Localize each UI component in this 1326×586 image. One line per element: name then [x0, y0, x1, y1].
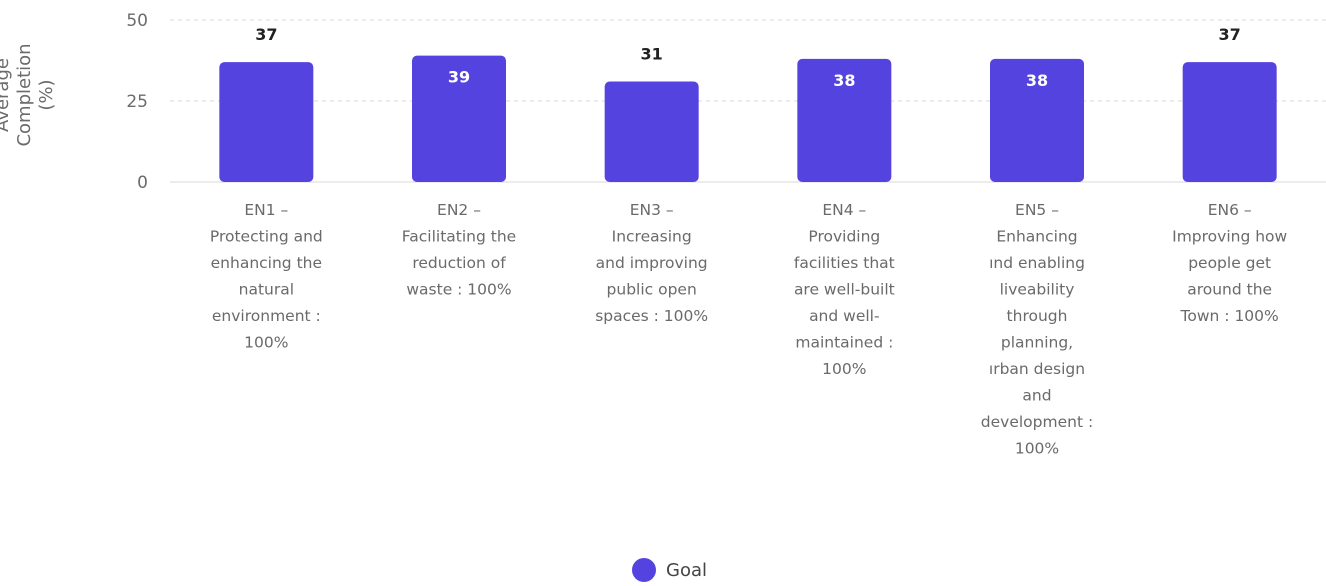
- x-tick-label-line: ırban design: [989, 360, 1085, 378]
- x-tick-label-line: public open: [607, 281, 697, 299]
- bar[interactable]: [412, 55, 506, 182]
- x-tick-label-line: Enhancing: [996, 228, 1077, 246]
- x-tick-label-line: EN3 –: [630, 201, 674, 219]
- y-tick-label: 0: [137, 173, 148, 193]
- data-label: 37: [255, 25, 277, 44]
- x-tick-label-line: are well-built: [794, 281, 895, 299]
- legend[interactable]: Goal: [632, 558, 707, 582]
- legend-goal-marker: [632, 558, 656, 582]
- x-tick-label-line: through: [1007, 307, 1068, 325]
- data-label: 31: [641, 45, 663, 64]
- x-tick-label-line: Improving how: [1172, 228, 1287, 246]
- x-tick-label-line: EN2 –: [437, 201, 481, 219]
- x-tick-label-line: ınd enabling: [989, 254, 1085, 272]
- x-tick-label-line: planning,: [1001, 334, 1073, 352]
- y-axis-label: Average Completion (%): [0, 43, 57, 146]
- grid: [170, 19, 1326, 183]
- x-tick-label-line: waste : 100%: [406, 281, 511, 299]
- data-label: 38: [1026, 71, 1048, 90]
- x-tick-label-line: 100%: [244, 334, 288, 352]
- bar[interactable]: [604, 81, 699, 182]
- bar[interactable]: [990, 58, 1084, 182]
- y-axis-ticks: 0 25 50: [126, 11, 148, 193]
- x-tick-label-line: Increasing: [612, 228, 692, 246]
- x-tick-label-line: liveability: [1000, 281, 1075, 299]
- x-axis-labels: EN1 – Protecting and enhancing the natural e…: [210, 201, 1288, 458]
- x-tick-label-line: natural: [239, 281, 294, 299]
- bar[interactable]: [797, 58, 892, 182]
- data-label: 39: [448, 68, 470, 87]
- bar[interactable]: [219, 62, 314, 183]
- y-tick-label: 25: [126, 92, 148, 112]
- y-axis-label-line: (%): [36, 79, 57, 110]
- data-label: 38: [833, 71, 855, 90]
- x-tick-label-line: EN1 –: [244, 201, 288, 219]
- x-tick-label-line: spaces : 100%: [595, 307, 708, 325]
- x-tick-label-line: development :: [981, 413, 1093, 431]
- data-label: 37: [1219, 25, 1241, 44]
- y-tick-label: 50: [126, 11, 148, 31]
- x-tick-label-line: and well-: [809, 307, 880, 325]
- x-tick-label-line: Protecting and: [210, 228, 323, 246]
- x-tick-label-line: maintained :: [795, 334, 893, 352]
- x-tick-label-line: Facilitating the: [402, 228, 516, 246]
- y-axis-label-line: Completion: [14, 43, 35, 146]
- x-tick-label-line: facilities that: [794, 254, 895, 272]
- x-tick-label-line: and: [1022, 387, 1051, 405]
- x-tick-label-line: EN4 –: [822, 201, 866, 219]
- x-tick-label-line: EN6 –: [1208, 201, 1252, 219]
- legend-goal-label: Goal: [666, 559, 707, 581]
- x-tick-label-line: around the: [1187, 281, 1272, 299]
- data-labels: 37 39 31 38 38 37: [255, 25, 1241, 90]
- x-tick-label-line: people get: [1188, 254, 1271, 272]
- x-tick-label-line: 100%: [822, 360, 866, 378]
- bars: [219, 55, 1277, 183]
- x-tick-label-line: Town : 100%: [1180, 307, 1279, 325]
- x-tick-label-line: environment :: [212, 307, 321, 325]
- x-tick-label-line: and improving: [596, 254, 708, 272]
- x-tick-label-line: enhancing the: [211, 254, 322, 272]
- x-tick-label-line: reduction of: [412, 254, 506, 272]
- x-tick-label-line: Providing: [808, 228, 880, 246]
- bar[interactable]: [1182, 62, 1277, 183]
- bar-chart: Average Completion (%) 0 25 50 37 39 31 38 3837 …: [0, 11, 1326, 458]
- y-axis-label-line: Average: [0, 58, 13, 132]
- x-tick-label-line: 100%: [1015, 440, 1059, 458]
- x-tick-label-line: EN5 –: [1015, 201, 1059, 219]
